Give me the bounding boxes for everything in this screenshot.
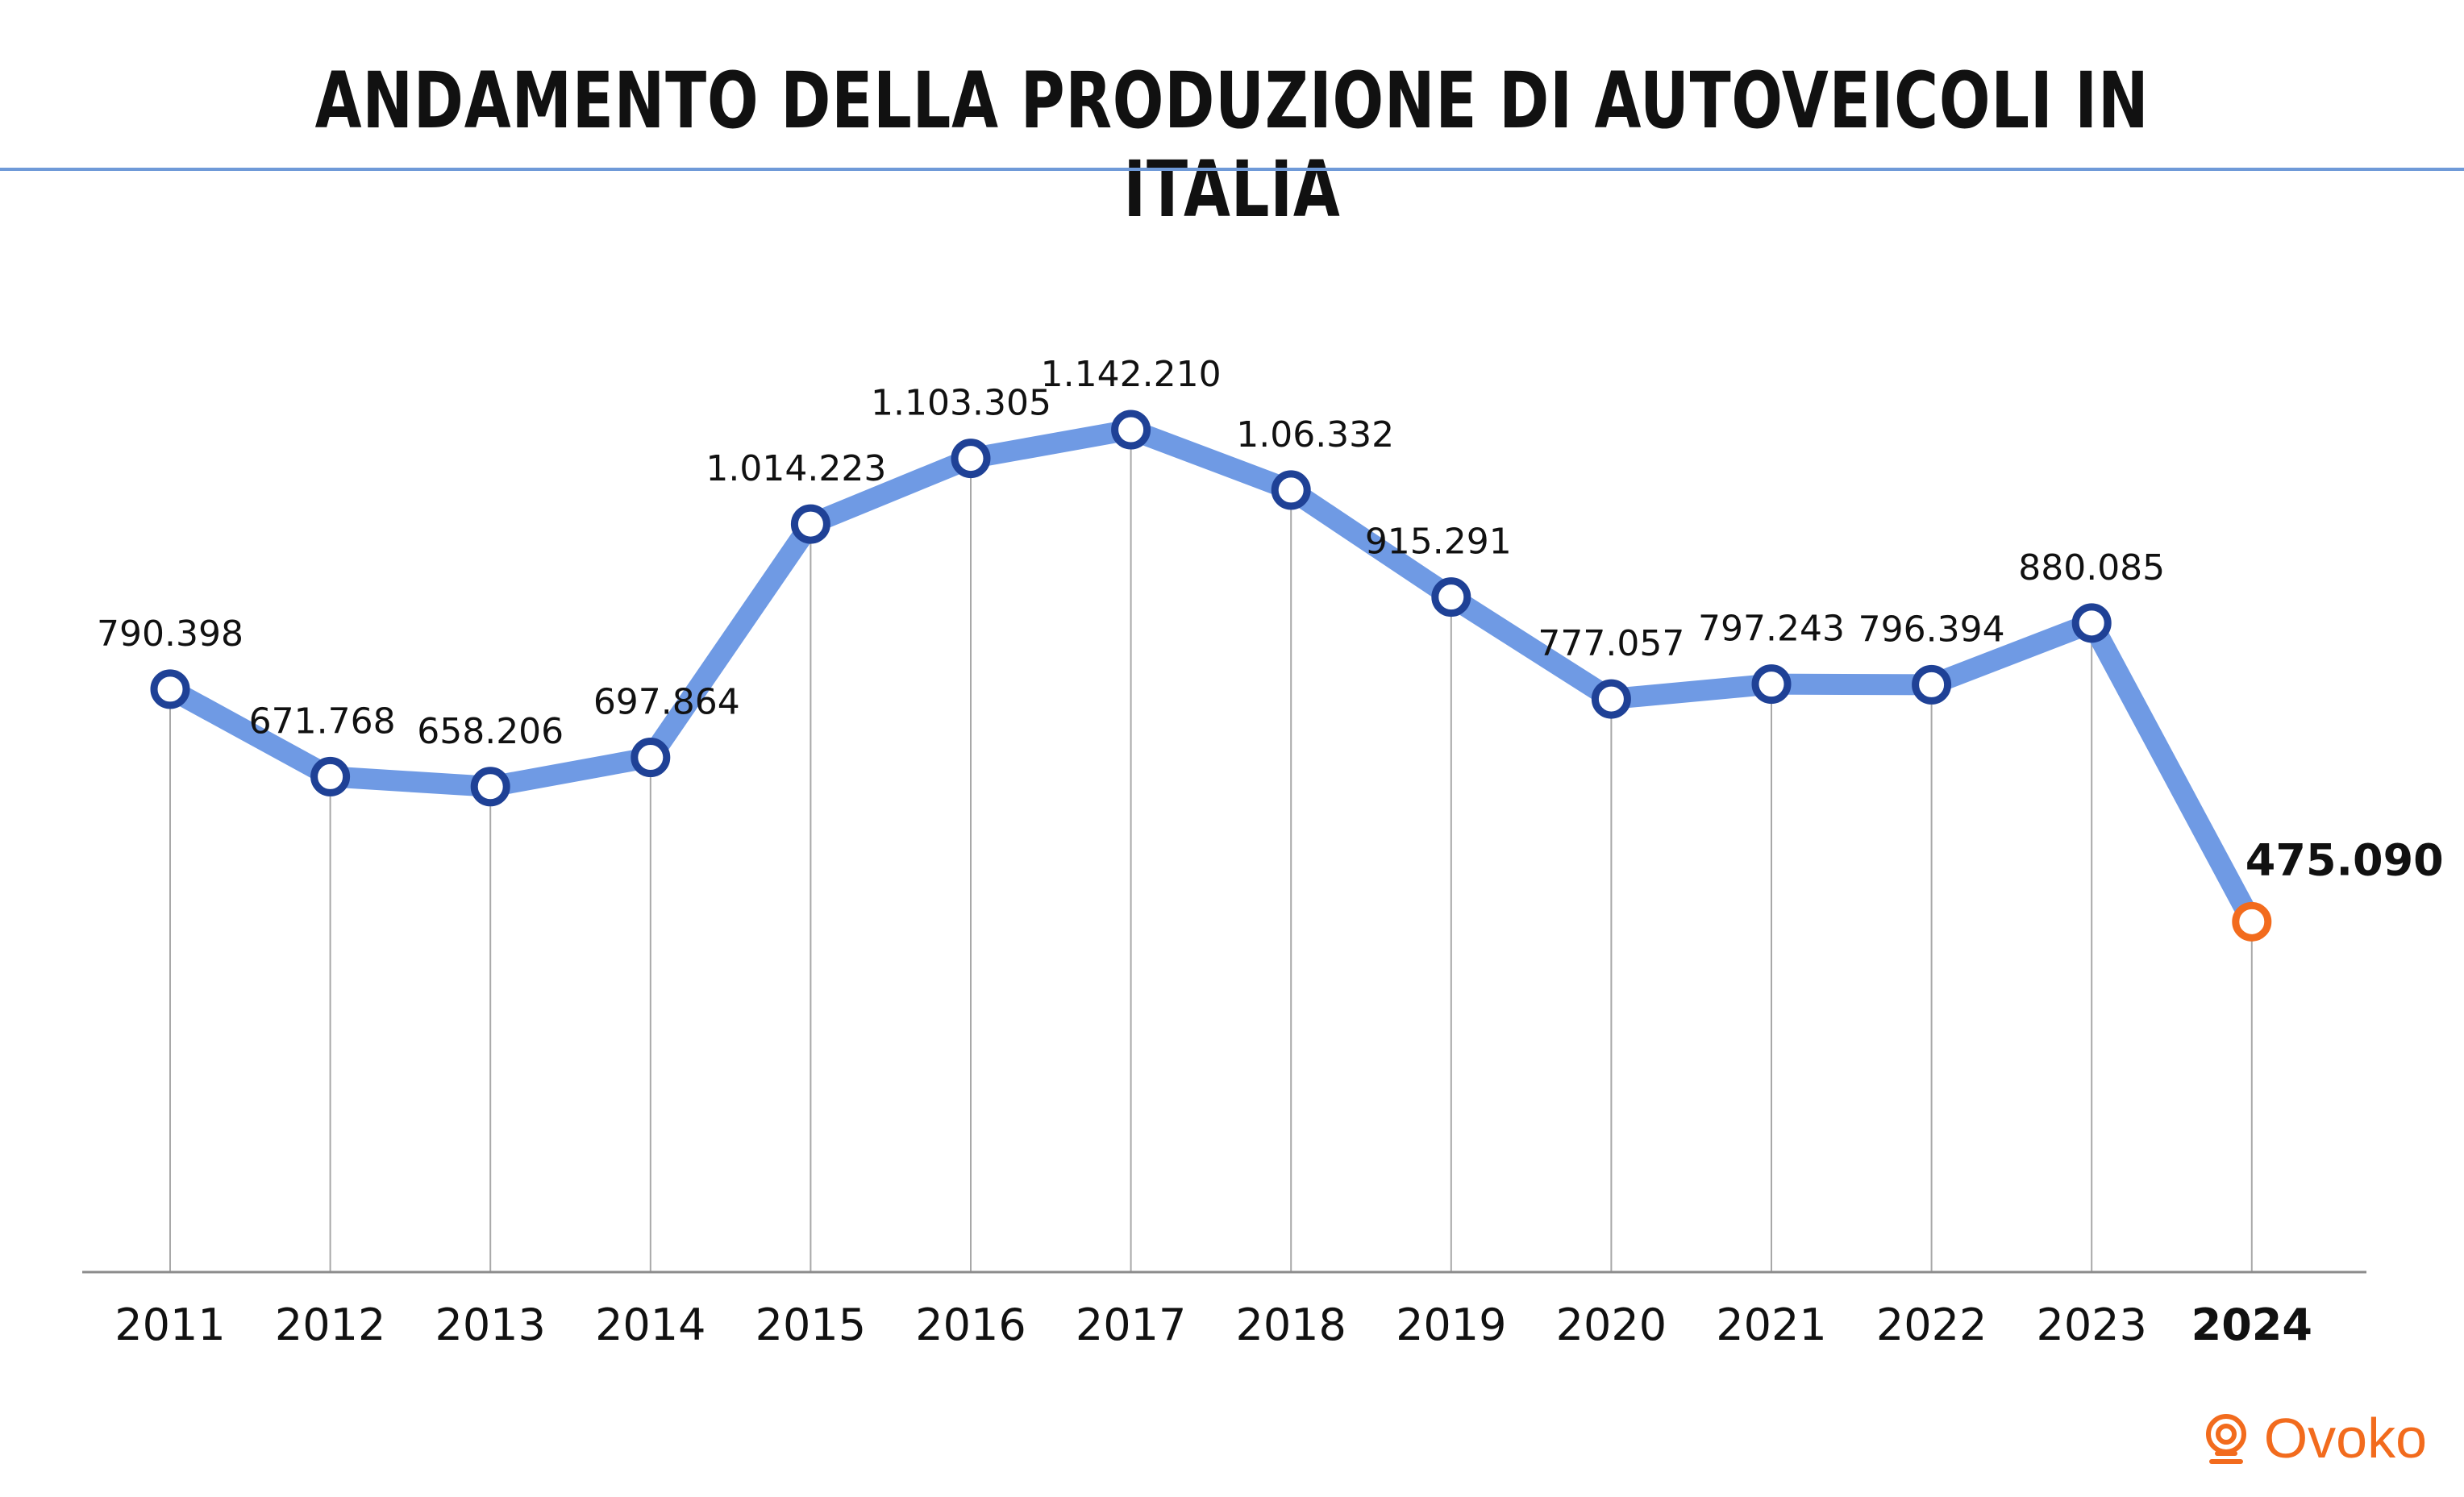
data-label-2018: 1.06.332: [1236, 414, 1394, 455]
data-point-2017: [1111, 410, 1151, 450]
data-point-2023: [2071, 603, 2112, 643]
x-tick-label-2013: 2013: [435, 1299, 545, 1350]
data-label-2023: 880.085: [2018, 547, 2165, 588]
x-tick-label-2017: 2017: [1076, 1299, 1186, 1350]
data-label-2020: 777.057: [1538, 623, 1684, 664]
x-tick-label-2011: 2011: [114, 1299, 225, 1350]
data-label-2017: 1.142.210: [1041, 354, 1222, 395]
data-point-2012: [310, 756, 351, 796]
data-label-2013: 658.206: [417, 711, 564, 752]
data-label-2012: 671.768: [249, 701, 396, 742]
data-point-2018: [1271, 470, 1311, 510]
x-tick-label-2020: 2020: [1556, 1299, 1667, 1350]
x-tick-label-2019: 2019: [1396, 1299, 1506, 1350]
data-point-2024: [2232, 901, 2272, 942]
x-tick-label-2015: 2015: [755, 1299, 866, 1350]
data-label-2014: 697.864: [593, 682, 740, 723]
brand-name: Ovoko: [2263, 1407, 2427, 1470]
data-label-2024: 475.090: [2245, 834, 2444, 885]
data-point-2014: [631, 738, 671, 778]
data-label-2011: 790.398: [97, 613, 243, 655]
x-tick-label-2016: 2016: [915, 1299, 1026, 1350]
data-label-2015: 1.014.223: [705, 448, 886, 489]
x-tick-label-2022: 2022: [1876, 1299, 1987, 1350]
x-tick-label-2024: 2024: [2191, 1299, 2312, 1350]
x-tick-label-2021: 2021: [1716, 1299, 1826, 1350]
data-label-2016: 1.103.305: [871, 383, 1051, 424]
title-divider: [0, 168, 2464, 171]
x-tick-label-2014: 2014: [595, 1299, 705, 1350]
data-point-2020: [1591, 679, 1631, 719]
x-tick-label-2023: 2023: [2036, 1299, 2146, 1350]
x-tick-label-2012: 2012: [275, 1299, 385, 1350]
data-label-2019: 915.291: [1365, 522, 1512, 563]
data-label-2021: 797.243: [1698, 609, 1845, 650]
x-tick-label-2018: 2018: [1235, 1299, 1346, 1350]
brand-logo: Ovoko: [2200, 1406, 2427, 1470]
data-point-2019: [1431, 577, 1471, 618]
data-point-2013: [470, 767, 510, 807]
data-point-2011: [150, 669, 190, 709]
data-point-2021: [1751, 664, 1792, 705]
chart-title: ANDAMENTO DELLA PRODUZIONE DI AUTOVEICOL…: [314, 56, 2150, 235]
data-point-2015: [790, 504, 830, 544]
data-point-2022: [1912, 664, 1952, 705]
series-line: [160, 419, 2262, 933]
ovoko-logo-icon: [2205, 1414, 2246, 1464]
data-point-2016: [951, 439, 991, 479]
data-label-2022: 796.394: [1858, 609, 2005, 650]
